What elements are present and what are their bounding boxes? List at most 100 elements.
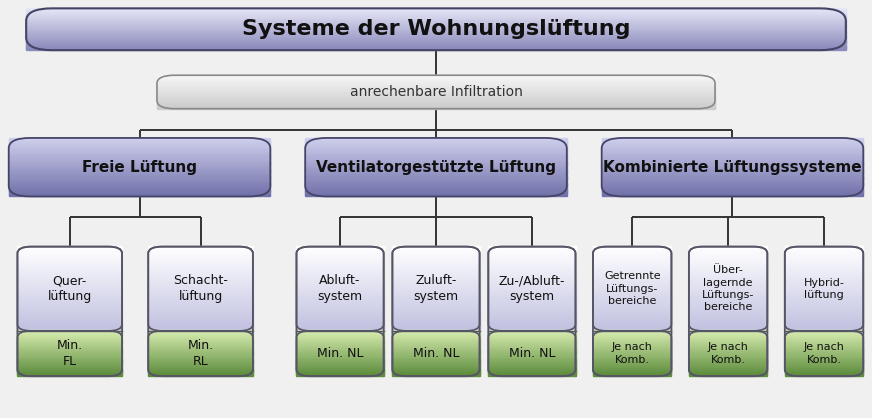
Bar — [296, 358, 384, 359]
Bar — [593, 338, 671, 339]
Bar — [9, 142, 270, 144]
Bar — [26, 29, 846, 30]
Bar — [689, 251, 767, 253]
Bar — [392, 324, 480, 326]
Bar — [785, 290, 863, 292]
Bar — [26, 9, 846, 10]
Bar — [296, 329, 384, 331]
Bar — [689, 275, 767, 277]
Bar — [148, 290, 253, 292]
Bar — [785, 351, 863, 353]
Bar — [296, 314, 384, 316]
Text: anrechenbare Infiltration: anrechenbare Infiltration — [350, 85, 522, 99]
Bar — [689, 336, 767, 337]
Bar — [392, 310, 480, 312]
Bar — [602, 138, 863, 139]
Bar — [785, 315, 863, 317]
Bar — [785, 265, 863, 267]
Bar — [392, 315, 480, 317]
Bar — [148, 246, 253, 248]
Bar — [392, 357, 480, 358]
Bar — [689, 256, 767, 258]
Bar — [17, 354, 122, 355]
Bar — [785, 374, 863, 375]
Bar — [148, 360, 253, 362]
Bar — [488, 338, 576, 339]
Bar — [9, 191, 270, 193]
Bar — [488, 372, 576, 373]
Bar — [26, 49, 846, 50]
Bar — [785, 363, 863, 364]
Bar — [296, 298, 384, 301]
Bar — [488, 320, 576, 322]
Bar — [689, 365, 767, 366]
Bar — [296, 367, 384, 369]
Bar — [689, 371, 767, 372]
Bar — [488, 331, 576, 333]
Text: Je nach
Komb.: Je nach Komb. — [612, 342, 652, 365]
Bar — [157, 107, 715, 108]
Bar — [392, 354, 480, 355]
Bar — [392, 322, 480, 324]
Bar — [17, 373, 122, 375]
FancyBboxPatch shape — [488, 247, 576, 331]
Bar — [9, 183, 270, 185]
Bar — [785, 288, 863, 291]
Bar — [148, 369, 253, 370]
Bar — [602, 162, 863, 164]
Bar — [593, 320, 671, 322]
Bar — [296, 351, 384, 353]
Bar — [157, 104, 715, 105]
Bar — [17, 335, 122, 336]
Bar — [26, 37, 846, 38]
Bar — [296, 339, 384, 340]
Bar — [157, 97, 715, 98]
Bar — [785, 325, 863, 327]
Bar — [785, 360, 863, 362]
Bar — [488, 324, 576, 326]
Bar — [689, 366, 767, 367]
Bar — [689, 282, 767, 284]
Bar — [689, 327, 767, 329]
Text: Kombinierte Lüftungssysteme: Kombinierte Lüftungssysteme — [603, 160, 862, 175]
Bar — [148, 351, 253, 353]
Bar — [296, 287, 384, 289]
Bar — [785, 367, 863, 368]
Text: Min. NL: Min. NL — [412, 347, 460, 360]
Bar — [26, 30, 846, 31]
Bar — [17, 356, 122, 357]
Bar — [488, 369, 576, 370]
Bar — [296, 251, 384, 253]
Bar — [148, 356, 253, 357]
Bar — [488, 346, 576, 347]
Bar — [602, 181, 863, 182]
Bar — [148, 339, 253, 340]
Bar — [593, 246, 671, 248]
Text: Freie Lüftung: Freie Lüftung — [82, 160, 197, 175]
Bar — [157, 106, 715, 107]
Bar — [593, 346, 671, 347]
Bar — [593, 370, 671, 371]
Bar — [392, 275, 480, 277]
Bar — [689, 248, 767, 250]
Bar — [296, 255, 384, 257]
Bar — [392, 352, 480, 354]
Bar — [689, 373, 767, 375]
Bar — [689, 287, 767, 289]
Bar — [148, 374, 253, 375]
Bar — [392, 366, 480, 367]
Bar — [148, 298, 253, 301]
Bar — [689, 342, 767, 344]
Bar — [157, 86, 715, 87]
Bar — [296, 355, 384, 356]
Bar — [785, 322, 863, 324]
Bar — [488, 345, 576, 346]
Bar — [593, 290, 671, 292]
FancyBboxPatch shape — [157, 75, 715, 109]
Bar — [305, 171, 567, 173]
Bar — [689, 367, 767, 369]
Bar — [296, 253, 384, 255]
Bar — [157, 100, 715, 101]
Bar — [157, 80, 715, 81]
Bar — [305, 155, 567, 157]
